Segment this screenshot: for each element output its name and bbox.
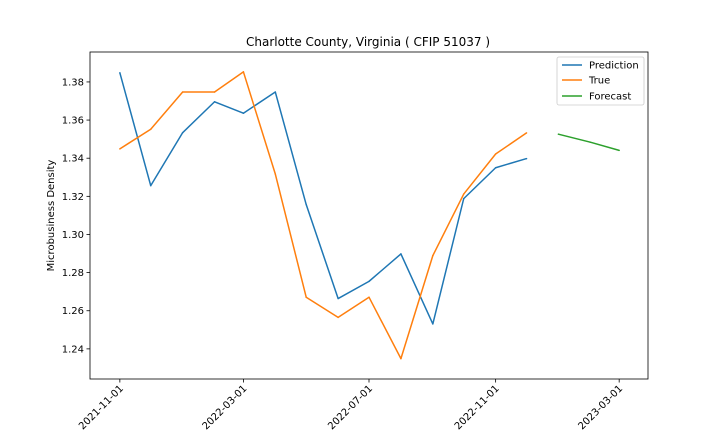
data-point-prediction [494,166,497,169]
data-point-prediction [305,203,307,206]
y-tick-label: 1.32 [62,192,84,203]
y-axis-label: Microbusiness Density [46,160,57,272]
chart-title: Charlotte County, Virginia ( CFIP 51037 … [246,35,490,49]
data-point-true [119,148,121,150]
data-point-true [525,132,528,134]
data-point-true [432,254,434,257]
data-point-true [337,316,339,319]
y-tick-label: 1.34 [62,154,84,165]
y-tick-label: 1.30 [62,230,84,241]
data-point-true [305,296,307,298]
y-tick-label: 1.26 [62,306,84,317]
data-point-prediction [368,280,370,283]
legend-label-true: True [588,76,610,87]
data-point-prediction [337,297,339,300]
y-tick-label: 1.28 [62,268,84,279]
data-point-true [400,357,402,360]
data-point-true [368,296,370,298]
series-line-true [119,71,527,360]
data-point-forecast [589,141,592,143]
y-tick-label: 1.38 [62,77,84,88]
data-point-prediction [242,112,245,114]
data-point-prediction [181,131,184,134]
data-point-prediction [213,101,216,103]
legend-box [556,56,645,106]
data-point-prediction [400,253,402,255]
data-point-forecast [618,149,620,152]
y-tick-label: 1.36 [62,116,84,127]
legend-label-prediction: Prediction [589,61,639,72]
series-lines [119,71,620,360]
data-point-prediction [274,91,277,93]
y-tick-label: 1.24 [62,344,84,355]
data-point-prediction [525,157,528,160]
legend[interactable]: Prediction True Forecast [556,56,645,106]
data-point-true [213,91,216,93]
legend-label-forecast: Forecast [589,92,631,103]
data-point-true [181,91,184,93]
data-point-prediction [462,197,465,200]
data-point-prediction [432,323,434,325]
data-point-true [274,173,277,175]
data-point-true [242,71,245,73]
data-point-prediction [149,184,152,187]
data-point-true [462,193,465,195]
data-point-forecast [557,133,560,135]
data-point-true [149,128,152,130]
data-point-true [494,153,497,155]
data-point-prediction [119,72,121,74]
series-line-prediction [119,72,527,325]
